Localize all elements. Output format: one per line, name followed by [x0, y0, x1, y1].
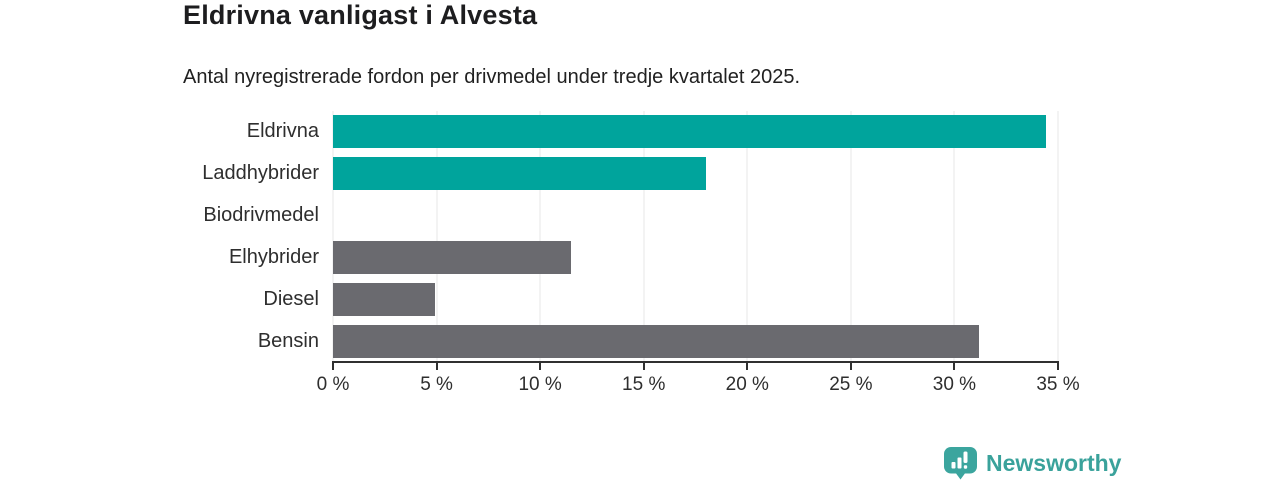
tick-label: 25 %	[829, 374, 873, 395]
tick-mark	[953, 363, 956, 370]
category-label-laddhybrider: Laddhybrider	[202, 162, 319, 185]
newsworthy-logo-text: Newsworthy	[986, 449, 1122, 476]
gridline	[436, 111, 438, 362]
bar-laddhybrider	[333, 157, 706, 191]
newsworthy-logo: Newsworthy	[943, 446, 1121, 480]
gridline	[332, 111, 334, 362]
bar-eldrivna	[333, 115, 1046, 149]
gridline	[643, 111, 645, 362]
plot-area	[332, 111, 1059, 362]
category-label-diesel: Diesel	[263, 287, 319, 310]
x-axis-line	[332, 361, 1059, 363]
bar-bensin	[333, 324, 980, 358]
gridline	[953, 111, 955, 362]
x-axis-ticks: 0 % 5 % 10 % 15 % 20 % 25 % 30 % 35 %	[317, 363, 1080, 403]
bar-diesel	[333, 282, 435, 316]
bar-elhybrider	[333, 240, 572, 274]
tick-label: 15 %	[622, 374, 666, 395]
chart-title: Eldrivna vanligast i Alvesta	[183, 0, 538, 30]
tick-label: 5 %	[420, 374, 453, 395]
gridline	[1057, 111, 1059, 362]
gridline	[850, 111, 852, 362]
tick-mark	[435, 363, 438, 370]
gridline	[746, 111, 748, 362]
tick-mark	[539, 363, 542, 370]
category-label-eldrivna: Eldrivna	[246, 120, 319, 143]
tick-mark	[642, 363, 645, 370]
category-label-elhybrider: Elhybrider	[228, 245, 319, 268]
gridline	[539, 111, 541, 362]
category-label-biodrivmedel: Biodrivmedel	[203, 204, 319, 227]
tick-mark	[332, 363, 334, 370]
tick-label: 20 %	[725, 374, 769, 395]
chart-subtitle: Antal nyregistrerade fordon per drivmede…	[183, 66, 801, 88]
tick-label: 30 %	[932, 374, 977, 395]
tick-label: 10 %	[518, 374, 562, 395]
tick-mark	[746, 363, 749, 370]
tick-mark	[849, 363, 852, 370]
tick-mark	[1057, 363, 1059, 370]
category-label-bensin: Bensin	[257, 329, 319, 352]
newsworthy-logo-icon	[944, 447, 977, 480]
tick-label: 35 %	[1036, 374, 1080, 395]
category-labels: Eldrivna Laddhybrider Biodrivmedel Elhybrid…	[0, 111, 319, 362]
tick-label: 0 %	[316, 374, 350, 395]
